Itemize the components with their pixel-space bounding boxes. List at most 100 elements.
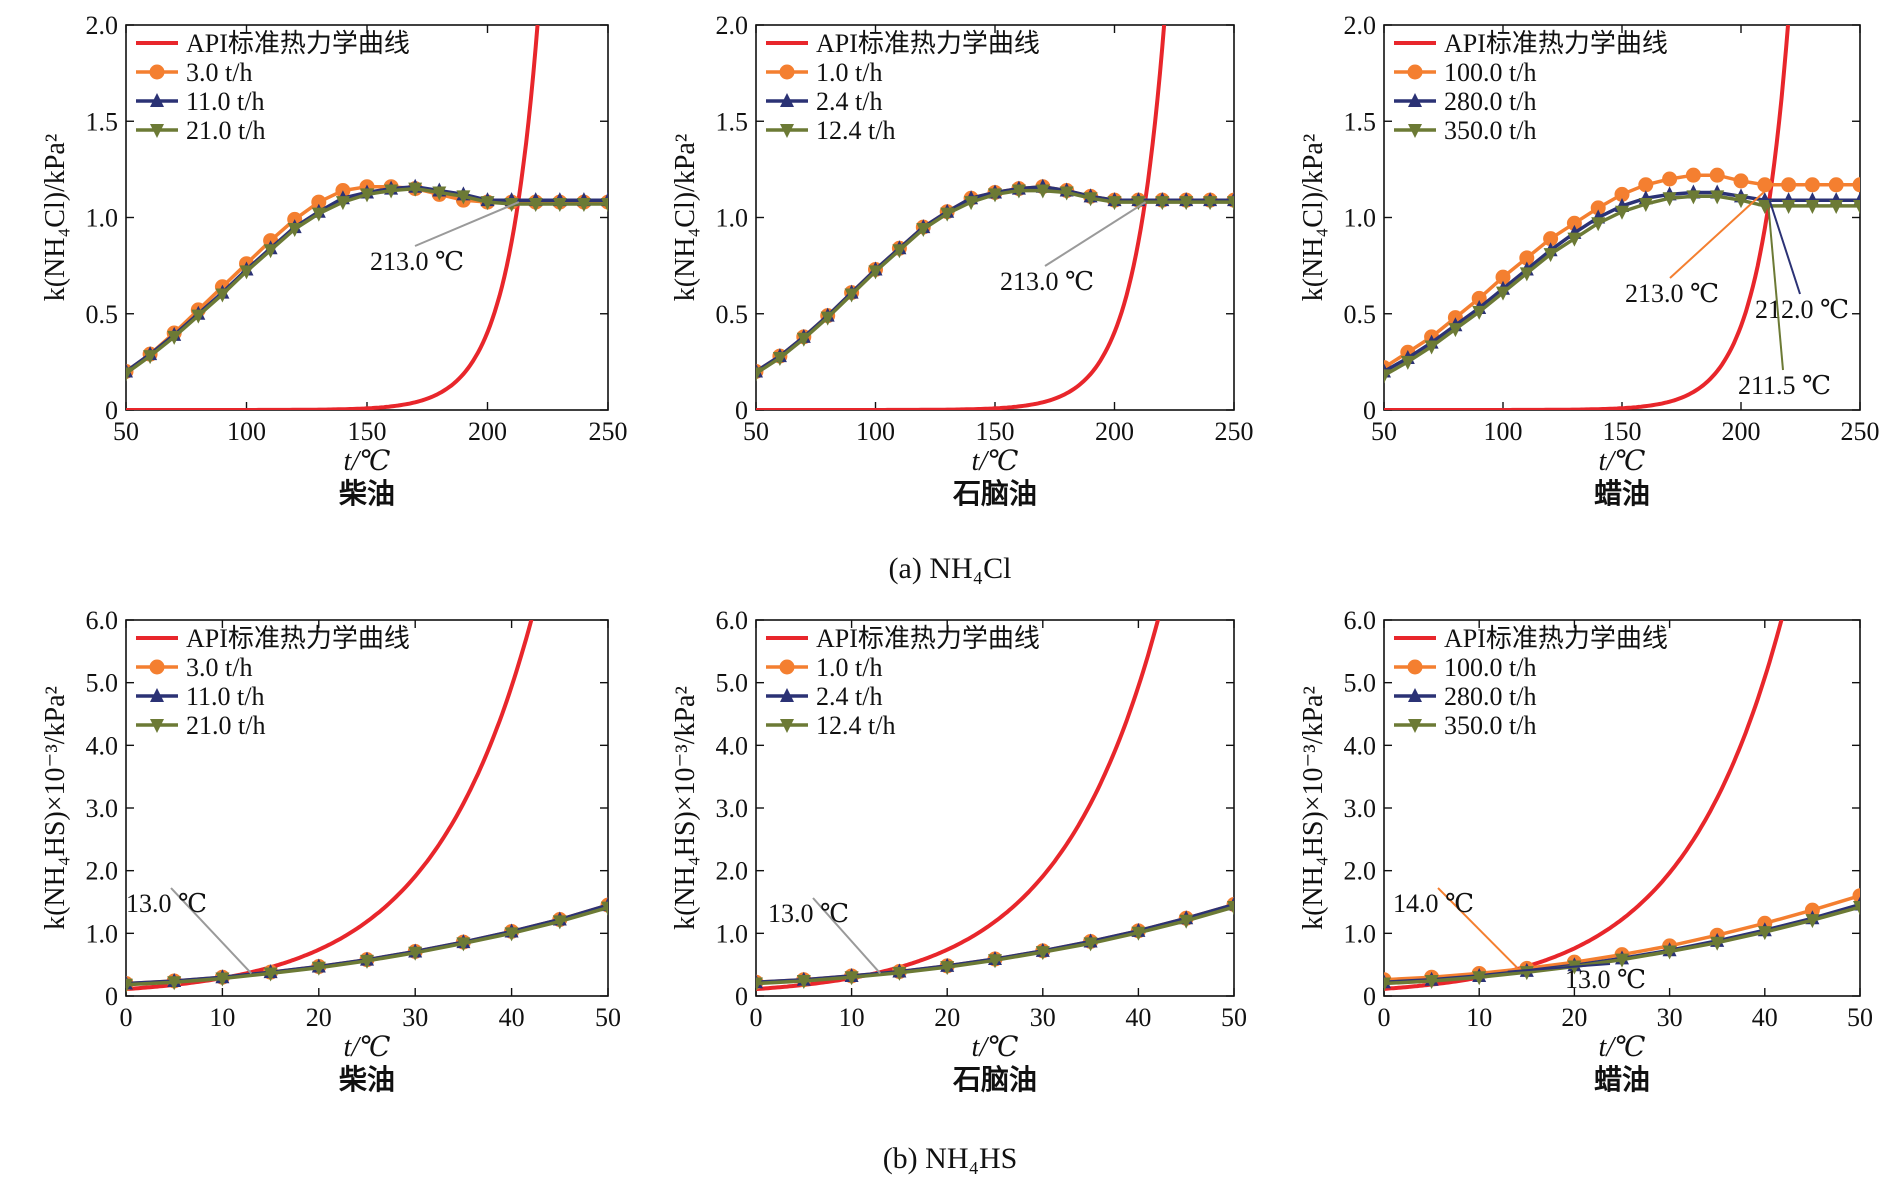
y-tick-label: 1.0 (86, 919, 119, 948)
annotation-label: 13.0 ℃ (126, 889, 207, 918)
y-tick-label: 5.0 (1344, 669, 1377, 698)
x-axis-title: t/℃ (972, 1032, 1019, 1063)
marker-circle (1408, 65, 1422, 79)
chart-b1: 0 10 20 30 40 50 0 1.0 2.0 3.0 4.0 5.0 6.0 t/℃柴油 k(NH₄… (40, 432, 621, 1096)
x-tick-label: 0 (1378, 1003, 1391, 1032)
marker-circle (780, 660, 794, 674)
x-tick-label: 0 (750, 1003, 763, 1032)
x-tick-label: 30 (1030, 1003, 1056, 1032)
y-tick-label: 0.5 (716, 300, 749, 329)
legend-label: 280.0 t/h (1444, 87, 1536, 116)
legend-label: 350.0 t/h (1444, 116, 1536, 145)
annotation-label: 213.0 ℃ (1625, 279, 1719, 308)
marker-circle (1686, 168, 1700, 182)
x-tick-label: 20 (934, 1003, 960, 1032)
x-axis-title: t/℃ (344, 1032, 391, 1063)
marker-circle (1782, 178, 1796, 192)
marker-triangle-down (1567, 233, 1581, 247)
y-tick-label: 3.0 (1344, 794, 1377, 823)
x-tick-label: 40 (1752, 1003, 1778, 1032)
legend-label: 12.4 t/h (816, 116, 895, 145)
legend-label: 100.0 t/h (1444, 653, 1536, 682)
y-tick-label: 1.0 (716, 919, 749, 948)
y-tick-label: 2.0 (716, 11, 749, 40)
caption-b: (b) NH₄HS (883, 1142, 1018, 1175)
oil-name: 石脑油 (952, 1064, 1037, 1096)
y-tick-label: 2.0 (86, 857, 119, 886)
marker-circle (780, 65, 794, 79)
x-tick-label: 250 (1841, 417, 1880, 446)
y-tick-label: 2.0 (86, 11, 119, 40)
legend-label: 3.0 t/h (186, 653, 252, 682)
oil-name: 柴油 (339, 478, 395, 510)
y-tick-label: 1.0 (1344, 919, 1377, 948)
y-tick-label: 1.5 (86, 107, 119, 136)
legend-label: 21.0 t/h (186, 711, 265, 740)
x-tick-label: 10 (1466, 1003, 1492, 1032)
marker-circle (150, 660, 164, 674)
annotation-label: 212.0 ℃ (1755, 295, 1849, 324)
annotation-label: 213.0 ℃ (370, 247, 464, 276)
y-tick-label: 5.0 (86, 669, 119, 698)
x-tick-label: 100 (227, 417, 266, 446)
x-tick-label: 200 (468, 417, 507, 446)
marker-circle (1805, 178, 1819, 192)
y-tick-label: 4.0 (716, 731, 749, 760)
y-tick-label: 5.0 (716, 669, 749, 698)
x-axis-title: t/℃ (1599, 1032, 1646, 1063)
legend-label: 12.4 t/h (816, 711, 895, 740)
x-axis-title: t/℃ (344, 446, 391, 477)
x-tick-label: 40 (1125, 1003, 1151, 1032)
x-tick-label: 250 (1215, 417, 1254, 446)
legend-label: 350.0 t/h (1444, 711, 1536, 740)
legend-label: API标准热力学曲线 (816, 29, 1040, 58)
y-tick-label: 4.0 (86, 731, 119, 760)
x-tick-label: 30 (1657, 1003, 1683, 1032)
y-tick-label: 2.0 (716, 857, 749, 886)
y-axis-title: k(NH₄HS)×10⁻³/kPa² (1298, 686, 1329, 930)
annotation-label: 13.0 ℃ (1565, 965, 1646, 994)
marker-circle (1663, 172, 1677, 186)
y-tick-label: 1.0 (86, 204, 119, 233)
x-tick-label: 50 (1847, 1003, 1873, 1032)
y-tick-label: 6.0 (1344, 606, 1377, 635)
y-tick-label: 0 (1363, 982, 1376, 1011)
legend-label: API标准热力学曲线 (816, 624, 1040, 653)
legend-label: API标准热力学曲线 (186, 29, 410, 58)
series-line-0 (126, 187, 608, 372)
legend-label: 280.0 t/h (1444, 682, 1536, 711)
y-tick-label: 0 (735, 396, 748, 425)
chart-b2: 0 10 20 30 40 5001.02.03.04.05.06.0t/℃石脑油k(NH… (670, 432, 1247, 1096)
y-tick-label: 1.0 (716, 204, 749, 233)
annotation-leader (415, 202, 519, 246)
y-tick-label: 6.0 (86, 606, 119, 635)
chart-b3: 0 10 20 30 40 50 0 1.0 2.0 3.0 4.0 5.0 6.0 t/℃蜡油 k(NH₄… (1298, 432, 1873, 1096)
x-tick-label: 150 (976, 417, 1015, 446)
marker-circle (1639, 178, 1653, 192)
legend-label: API标准热力学曲线 (1444, 29, 1668, 58)
y-axis-title: k(NH₄Cl)/kPa² (1298, 134, 1329, 301)
legend-label: 21.0 t/h (186, 116, 265, 145)
chart-a3: 50 100 150 200 250 0 0.5 1.0 1.5 2.0 t/℃蜡油 k(NH₄Cl)… (1298, 0, 1880, 510)
annotation-label: 211.5 ℃ (1738, 371, 1831, 400)
legend-label: 1.0 t/h (816, 58, 882, 87)
y-tick-label: 1.5 (1344, 107, 1377, 136)
y-tick-label: 3.0 (716, 794, 749, 823)
x-tick-label: 150 (348, 417, 387, 446)
y-tick-label: 4.0 (1344, 731, 1377, 760)
x-tick-label: 50 (595, 1003, 621, 1032)
x-tick-label: 100 (1484, 417, 1523, 446)
x-tick-label: 10 (839, 1003, 865, 1032)
x-tick-label: 100 (856, 417, 895, 446)
y-tick-label: 0.5 (1344, 300, 1377, 329)
legend-label: 2.4 t/h (816, 682, 882, 711)
series-line-2 (756, 191, 1234, 374)
x-tick-label: 20 (1561, 1003, 1587, 1032)
y-tick-label: 2.0 (1344, 11, 1377, 40)
annotation-label: 13.0 ℃ (768, 899, 849, 928)
x-tick-label: 10 (209, 1003, 235, 1032)
y-tick-label: 0 (105, 982, 118, 1011)
marker-circle (150, 65, 164, 79)
x-tick-label: 150 (1603, 417, 1642, 446)
x-tick-label: 30 (402, 1003, 428, 1032)
